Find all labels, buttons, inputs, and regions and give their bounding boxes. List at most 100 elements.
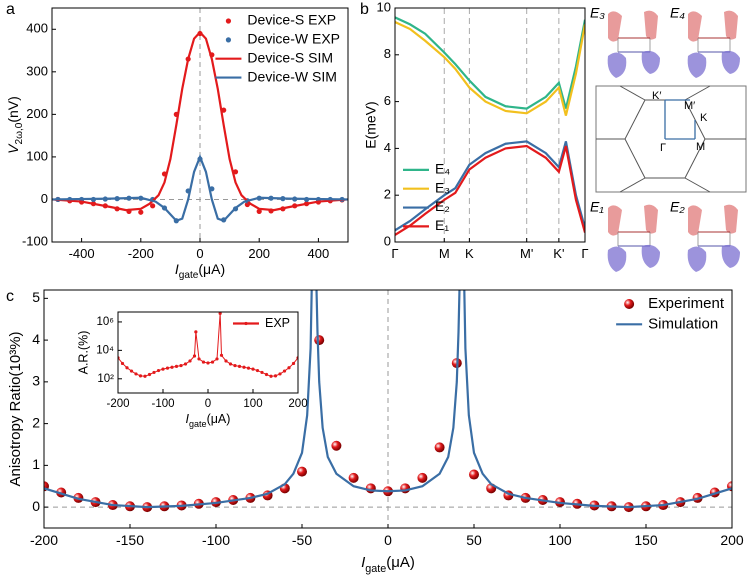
- axis-label: Igate(μA): [186, 412, 231, 429]
- legend-label: E₁: [435, 217, 449, 233]
- series-line: [395, 16, 585, 110]
- bz-edges: [596, 85, 746, 193]
- data-point: [179, 363, 183, 368]
- legend-marker: [624, 299, 635, 309]
- data-point: [134, 372, 138, 376]
- y-tick-label: 10²: [97, 373, 114, 385]
- bz-label: Γ: [660, 142, 666, 154]
- axis-label-main: I: [361, 554, 365, 571]
- x-tick-label: 150: [634, 532, 658, 548]
- x-tick-label: Γ: [391, 246, 398, 261]
- axis-label-unit: (nV): [5, 96, 21, 122]
- data-point: [161, 367, 165, 371]
- data-point: [233, 363, 237, 368]
- orbital-label: E₁: [590, 199, 604, 215]
- x-tick-label: 100: [243, 398, 262, 410]
- x-tick-label: M': [520, 246, 533, 261]
- legend-label: E₂: [435, 198, 450, 214]
- data-point: [348, 472, 359, 483]
- data-point: [228, 362, 233, 366]
- y-tick-label: 400: [26, 21, 48, 36]
- panel-label: a: [6, 1, 15, 18]
- data-point: [201, 360, 206, 364]
- legend-label: Device-W EXP: [247, 31, 340, 47]
- x-tick-label: K': [553, 246, 564, 261]
- axis-label: V2ω,0(nV): [5, 96, 25, 154]
- plot-frame: [394, 7, 586, 243]
- data-point: [183, 362, 188, 366]
- data-point: [194, 330, 198, 334]
- data-point: [143, 374, 147, 378]
- data-point: [282, 369, 287, 373]
- axis-label-unit: (μA): [198, 261, 225, 277]
- axis-label: A.R.(%): [76, 331, 90, 375]
- legend-marker: [225, 18, 232, 24]
- bz-path: [664, 99, 696, 140]
- data-point: [150, 203, 156, 209]
- x-tick-label: 0: [196, 246, 203, 261]
- series-line: [395, 21, 585, 116]
- axis-label-main: V: [5, 143, 21, 154]
- axis-label-sub: gate: [179, 270, 199, 281]
- axis-label-sub: gate: [365, 563, 386, 575]
- data-point: [287, 366, 291, 370]
- y-tick-label: 300: [26, 63, 48, 78]
- x-tick-label: 200: [288, 398, 307, 410]
- data-point: [147, 372, 152, 377]
- plot-frame: [117, 311, 299, 394]
- x-tick-label: Γ: [581, 246, 588, 261]
- data-point: [206, 361, 210, 365]
- axis-label-unit: (μA): [386, 554, 415, 571]
- orbital-label: E₄: [670, 5, 685, 21]
- data-point: [120, 361, 125, 366]
- x-tick-label: 50: [466, 532, 482, 548]
- y-tick-label: 10: [377, 0, 391, 14]
- data-point: [215, 357, 219, 361]
- data-point: [314, 335, 325, 346]
- series-layer: [118, 312, 298, 378]
- bz-label: M: [696, 141, 705, 153]
- axis-label: E(meV): [363, 101, 379, 148]
- data-point: [297, 466, 307, 477]
- data-point: [156, 368, 161, 373]
- legend-label: Experiment: [648, 295, 725, 312]
- legend: EXP: [232, 316, 290, 330]
- bz-label: K: [700, 112, 708, 124]
- x-tick-label: 200: [248, 246, 270, 261]
- plot-frame: [51, 7, 349, 243]
- plot-background: [118, 312, 298, 393]
- data-point: [219, 353, 224, 357]
- x-tick-label: -200: [128, 246, 154, 261]
- data-point: [255, 368, 260, 373]
- y-tick-label: 4: [32, 331, 40, 347]
- data-point: [260, 370, 264, 375]
- x-tick-label: -50: [292, 532, 312, 548]
- legend-label: Device-S EXP: [247, 12, 336, 28]
- axis-label: Anisotropy Ratio(10³%): [7, 331, 24, 486]
- y-tick-label: 5: [32, 289, 40, 305]
- bz-label: M′: [684, 100, 695, 112]
- y-tick-label: 10⁴: [96, 344, 114, 356]
- data-point: [434, 442, 445, 453]
- orbital-e3: [607, 10, 661, 79]
- plot-frame: [43, 289, 733, 529]
- data-point: [269, 374, 273, 378]
- data-point: [264, 372, 269, 377]
- series-line: [52, 30, 348, 212]
- x-tick-label: -200: [106, 398, 129, 410]
- series-line: [44, 290, 732, 509]
- series-line: [395, 144, 585, 236]
- axis-label: Igate(μA): [361, 554, 415, 575]
- data-point: [417, 472, 428, 483]
- y-tick-label: 6: [384, 93, 391, 108]
- legend-marker: [244, 321, 248, 326]
- y-tick-label: 8: [384, 46, 391, 61]
- y-tick-label: 10⁶: [96, 316, 114, 328]
- series-layer: [52, 30, 348, 224]
- data-point: [365, 483, 376, 494]
- plot-background: [395, 8, 585, 242]
- legend-label: Device-W SIM: [247, 68, 336, 84]
- data-point: [278, 372, 282, 376]
- data-point: [237, 364, 242, 368]
- data-point: [170, 365, 174, 369]
